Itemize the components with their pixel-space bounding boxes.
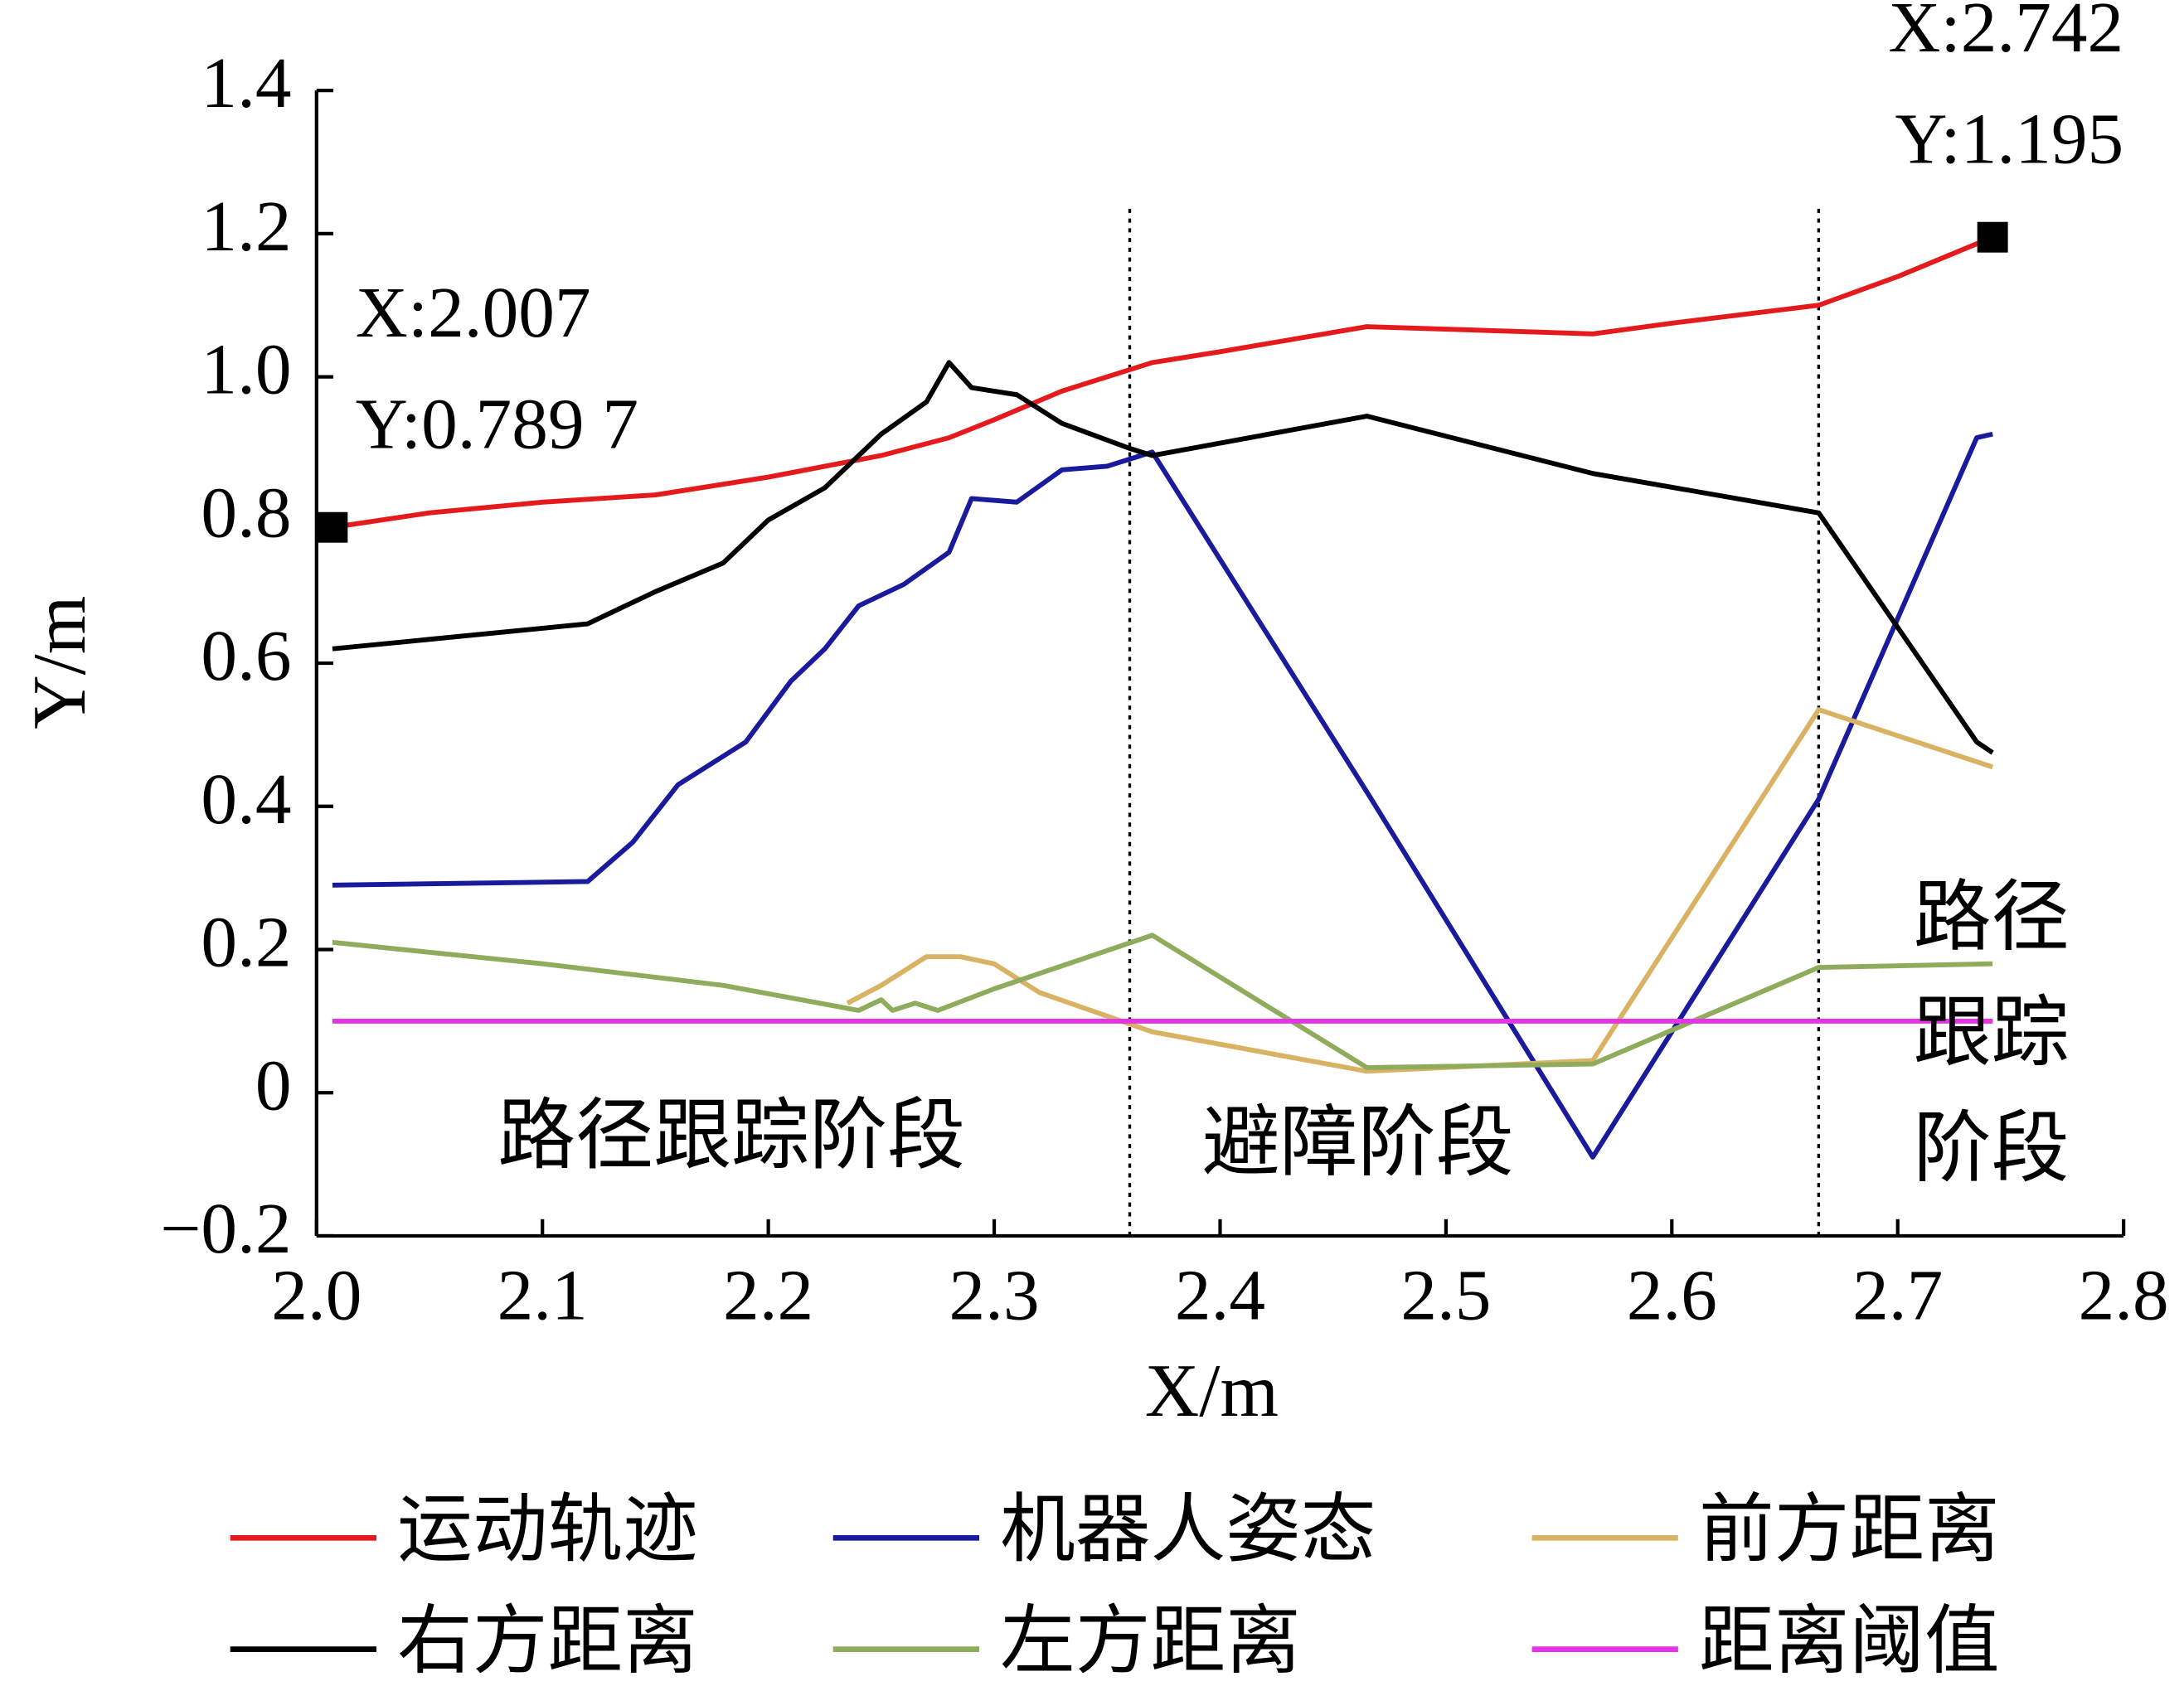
- y-tick-label: 0.2: [201, 902, 291, 982]
- x-tick-label: 2.8: [2079, 1255, 2169, 1335]
- annotation-label: Y:0.789 7: [356, 384, 638, 464]
- legend-label: 机器人姿态: [1000, 1488, 1376, 1572]
- x-tick-label: 2.7: [1852, 1255, 1943, 1335]
- phase-label: 避障阶段: [1202, 1100, 1514, 1186]
- legend-label: 距离阈值: [1699, 1599, 2000, 1683]
- series-line: [846, 707, 1994, 1074]
- phase-label: 阶段: [1914, 1106, 2070, 1192]
- phase-label: 路径跟踪阶段: [497, 1093, 965, 1180]
- x-tick-label: 2.5: [1400, 1255, 1491, 1335]
- annotation-label: Y:1.195: [1895, 98, 2123, 178]
- y-axis-title: Y/m: [17, 596, 101, 729]
- x-tick-label: 2.0: [271, 1255, 362, 1335]
- y-tick-label: 0.6: [201, 615, 291, 695]
- x-axis-title: X/m: [1145, 1349, 1279, 1432]
- x-tick-label: 2.4: [1175, 1255, 1265, 1335]
- phase-label: 路径: [1914, 875, 2070, 961]
- y-tick-label: 1.2: [201, 186, 291, 266]
- phase-label: 跟踪: [1914, 990, 2070, 1076]
- series-line: [332, 360, 1994, 755]
- y-tick-label: 1.0: [201, 329, 291, 409]
- annotation-marker: [1977, 221, 2008, 253]
- x-tick-label: 2.3: [949, 1255, 1039, 1335]
- x-tick-label: 2.1: [497, 1255, 588, 1335]
- annotation-label: X:2.007: [356, 272, 591, 352]
- x-tick-label: 2.6: [1627, 1255, 1717, 1335]
- y-tick-label: 0.8: [201, 472, 291, 552]
- legend-label: 右方距离: [397, 1599, 698, 1683]
- series-line: [332, 431, 1993, 1160]
- series-line: [332, 235, 1994, 531]
- x-tick-label: 2.2: [723, 1255, 813, 1335]
- y-tick-label: 0.4: [201, 758, 291, 839]
- legend-label: 前方距离: [1699, 1488, 2000, 1572]
- series-line: [332, 933, 1993, 1070]
- y-tick-label: 0: [255, 1044, 292, 1125]
- legend-label: 左方距离: [1000, 1599, 1301, 1683]
- annotation-marker: [317, 511, 348, 543]
- y-tick-label: −0.2: [160, 1188, 291, 1268]
- y-tick-label: 1.4: [201, 42, 291, 123]
- legend-label: 运动轨迹: [397, 1488, 698, 1572]
- annotation-label: X:2.742: [1888, 0, 2123, 67]
